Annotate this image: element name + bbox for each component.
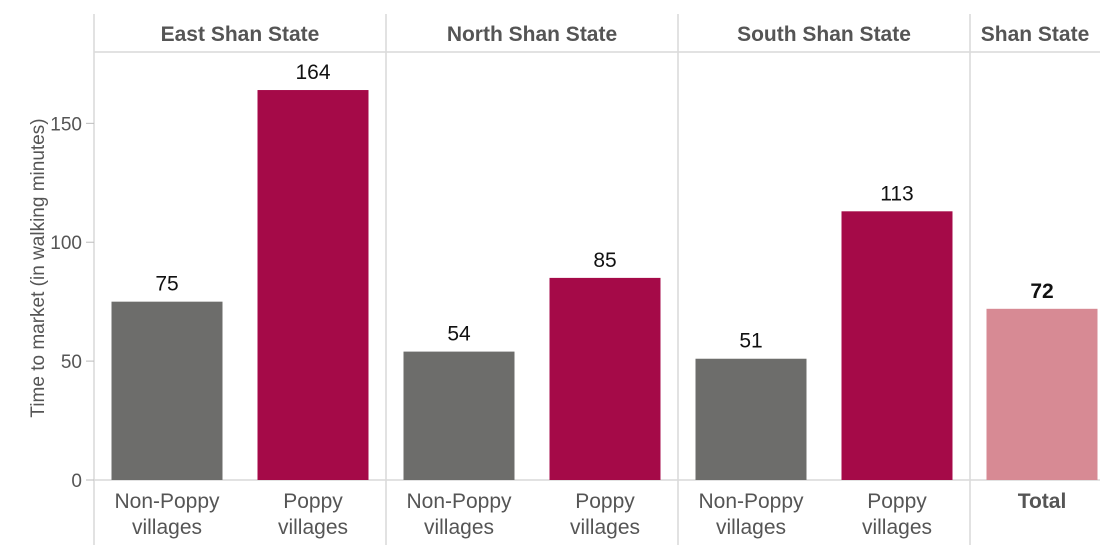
x-tick-label: Non-Poppy villages bbox=[114, 490, 220, 539]
panel: East Shan State 75 Non-Poppy villages 164 Pop… bbox=[111, 23, 369, 539]
bar bbox=[695, 358, 807, 480]
panel: South Shan State 51 Non-Poppy villages 113 Po… bbox=[695, 23, 953, 539]
x-tick-label: Poppy villages bbox=[278, 490, 348, 539]
y-tick-label: 100 bbox=[50, 233, 82, 254]
panel: North Shan State 54 Non-Poppy villages 85 Pop… bbox=[403, 23, 661, 539]
y-tick-label: 150 bbox=[50, 114, 82, 135]
panel-title: South Shan State bbox=[737, 23, 911, 46]
x-tick-label: Total bbox=[1018, 490, 1067, 513]
x-tick-label: Non-Poppy villages bbox=[698, 490, 804, 539]
panel-title: North Shan State bbox=[447, 23, 617, 46]
bar bbox=[549, 277, 661, 480]
y-tick-label: 50 bbox=[61, 352, 82, 373]
panel: Shan State 72 Total bbox=[981, 23, 1098, 513]
bar bbox=[257, 90, 369, 481]
panel-title: East Shan State bbox=[161, 23, 320, 46]
x-tick-label: Poppy villages bbox=[862, 490, 932, 539]
y-tick-label: 0 bbox=[71, 471, 82, 492]
bar bbox=[841, 211, 953, 481]
data-label: 164 bbox=[295, 61, 330, 84]
data-label: 51 bbox=[739, 330, 762, 353]
bar bbox=[111, 301, 223, 480]
chart-panels: East Shan State 75 Non-Poppy villages 164 Pop… bbox=[111, 23, 1098, 539]
y-axis: 0 50 100 150 bbox=[50, 114, 94, 492]
bar bbox=[986, 308, 1098, 480]
data-label: 75 bbox=[155, 273, 178, 296]
panel-title: Shan State bbox=[981, 23, 1090, 46]
bar bbox=[403, 351, 515, 480]
data-label: 54 bbox=[447, 323, 471, 346]
x-tick-label: Poppy villages bbox=[570, 490, 640, 539]
data-label: 113 bbox=[880, 182, 913, 205]
x-tick-label: Non-Poppy villages bbox=[406, 490, 512, 539]
data-label: 85 bbox=[593, 249, 616, 272]
data-label: 72 bbox=[1030, 280, 1053, 303]
y-axis-title: Time to market (in walking minutes) bbox=[28, 118, 49, 417]
